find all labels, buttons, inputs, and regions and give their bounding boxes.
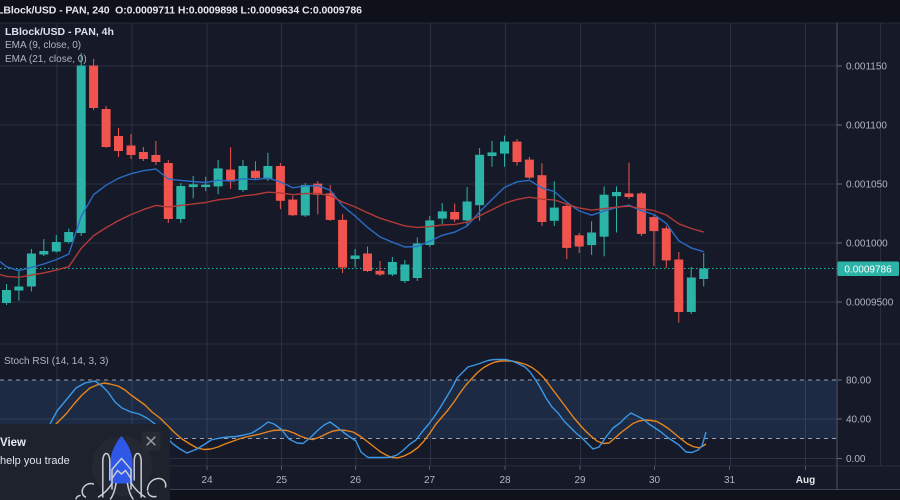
svg-text:24: 24 xyxy=(201,475,213,486)
svg-text:31: 31 xyxy=(724,475,736,486)
svg-text:LBlock/USD - PAN, 240 O:0.000: LBlock/USD - PAN, 240 O:0.0009711 H:0.00… xyxy=(0,5,362,17)
svg-text:help you trade: help you trade xyxy=(0,455,70,467)
svg-text:EMA (21, close, 0): EMA (21, close, 0) xyxy=(5,54,87,65)
svg-text:0.00: 0.00 xyxy=(846,454,866,465)
svg-text:0.001100: 0.001100 xyxy=(846,121,887,132)
svg-text:LBlock/USD - PAN, 4h: LBlock/USD - PAN, 4h xyxy=(5,26,114,38)
svg-text:0.0009786: 0.0009786 xyxy=(844,265,892,276)
svg-text:Stoch RSI (14, 14, 3, 3): Stoch RSI (14, 14, 3, 3) xyxy=(4,356,109,367)
svg-text:28: 28 xyxy=(499,475,511,486)
svg-text:29: 29 xyxy=(574,475,586,486)
svg-text:80.00: 80.00 xyxy=(846,376,871,387)
svg-text:0.0009500: 0.0009500 xyxy=(846,298,894,309)
svg-text:Aug: Aug xyxy=(796,475,815,486)
svg-text:26: 26 xyxy=(350,475,362,486)
svg-text:0.001000: 0.001000 xyxy=(846,239,888,250)
svg-text:40.00: 40.00 xyxy=(846,415,871,426)
svg-text:EMA (9, close, 0): EMA (9, close, 0) xyxy=(5,40,81,51)
svg-text:25: 25 xyxy=(276,475,288,486)
svg-text:0.001150: 0.001150 xyxy=(846,62,887,73)
svg-text:View: View xyxy=(0,437,26,449)
svg-text:30: 30 xyxy=(649,475,661,486)
svg-text:27: 27 xyxy=(424,475,436,486)
svg-text:0.001050: 0.001050 xyxy=(846,180,888,191)
